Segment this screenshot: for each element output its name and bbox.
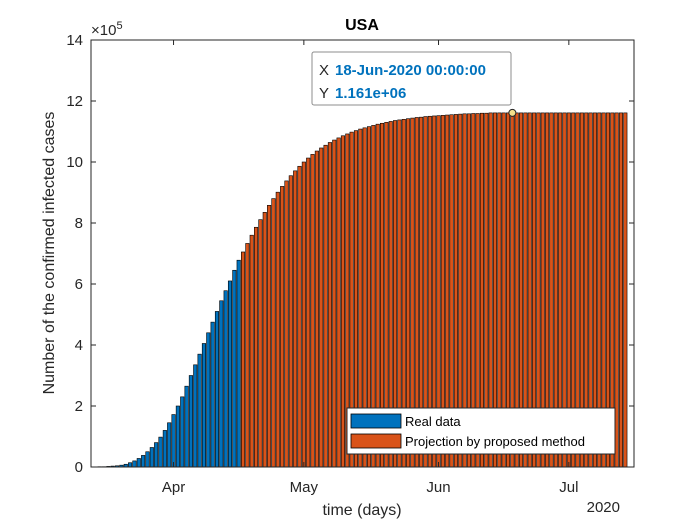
y-exponent-label: ×105 <box>91 20 123 39</box>
real-data-bar[interactable] <box>162 430 167 468</box>
real-data-bar[interactable] <box>184 385 189 468</box>
legend-label-real: Real data <box>405 414 461 429</box>
chart-title: USA <box>345 17 379 34</box>
projection-bar[interactable] <box>267 205 272 468</box>
real-data-bar[interactable] <box>154 442 159 468</box>
legend-swatch-real <box>350 413 402 429</box>
real-data-bar[interactable] <box>193 364 198 468</box>
projection-bar[interactable] <box>336 137 341 468</box>
real-data-bar[interactable] <box>128 462 133 468</box>
datatip-marker[interactable] <box>508 108 517 117</box>
projection-bar[interactable] <box>623 112 628 468</box>
x-axis: Apr May Jun Jul <box>162 40 578 496</box>
datatip-x-key: X <box>319 62 329 79</box>
y-tick-label: 4 <box>75 337 83 354</box>
projection-bar[interactable] <box>297 165 302 468</box>
x-year-label: 2020 <box>587 499 620 516</box>
projection-bar[interactable] <box>262 212 267 468</box>
real-data-bar[interactable] <box>188 375 193 468</box>
projection-bar[interactable] <box>275 191 280 468</box>
y-tick-label: 10 <box>66 154 83 171</box>
real-data-bar[interactable] <box>232 269 237 468</box>
real-data-bar[interactable] <box>141 455 146 468</box>
real-data-bar[interactable] <box>197 353 202 468</box>
projection-bar[interactable] <box>310 154 315 468</box>
real-data-bar[interactable] <box>206 332 211 468</box>
real-data-bar[interactable] <box>132 460 137 468</box>
real-data-bar[interactable] <box>214 311 220 468</box>
projection-bar[interactable] <box>323 144 328 468</box>
x-tick-label: Jun <box>426 479 450 496</box>
real-data-bar[interactable] <box>236 259 241 468</box>
projection-bar[interactable] <box>327 142 332 468</box>
datatip-y-value: 1.161e+06 <box>335 85 406 102</box>
projection-bar[interactable] <box>258 219 263 468</box>
projection-bar[interactable] <box>306 157 311 468</box>
datatip[interactable]: X 18-Jun-2020 00:00:00 Y 1.161e+06 <box>311 51 517 117</box>
x-tick-label: May <box>290 479 319 496</box>
projection-bar[interactable] <box>249 234 254 468</box>
x-tick-label: Jul <box>559 479 578 496</box>
y-tick-label: 6 <box>75 276 83 293</box>
legend[interactable]: Real data Projection by proposed method <box>346 407 616 455</box>
projection-bar[interactable] <box>319 147 324 468</box>
projection-bar[interactable] <box>254 226 259 468</box>
y-tick-label: 2 <box>75 398 83 415</box>
real-data-bar[interactable] <box>180 396 185 468</box>
bars-layer <box>97 112 628 468</box>
y-axis-label: Number of the confirmed infected cases <box>41 112 58 395</box>
projection-bar[interactable] <box>314 150 319 468</box>
projection-bar[interactable] <box>245 243 250 468</box>
y-exponent-base: ×10 <box>91 22 116 39</box>
x-tick-label: Apr <box>162 479 185 496</box>
x-axis-label: time (days) <box>322 502 401 519</box>
y-tick-label: 8 <box>75 215 83 232</box>
y-exponent-power: 5 <box>116 20 122 32</box>
real-data-bar[interactable] <box>227 280 233 468</box>
plot-area-frame <box>90 39 635 468</box>
projection-bar[interactable] <box>284 180 289 468</box>
datatip-y-key: Y <box>319 85 329 102</box>
projection-bar[interactable] <box>340 135 345 468</box>
datatip-x-value: 18-Jun-2020 00:00:00 <box>335 62 486 79</box>
real-data-bar[interactable] <box>175 405 180 468</box>
real-data-bar[interactable] <box>210 321 215 468</box>
datatip-box <box>311 51 512 106</box>
legend-label-projection: Projection by proposed method <box>405 434 585 449</box>
real-data-bar[interactable] <box>158 436 163 468</box>
real-data-bar[interactable] <box>201 343 206 468</box>
real-data-bar[interactable] <box>223 290 228 468</box>
y-tick-label: 14 <box>66 32 83 49</box>
legend-swatch-projection <box>350 433 402 449</box>
real-data-bar[interactable] <box>149 447 154 468</box>
projection-bar[interactable] <box>271 198 276 468</box>
projection-bar[interactable] <box>241 251 246 468</box>
projection-bar[interactable] <box>288 175 293 468</box>
real-data-bar[interactable] <box>167 422 172 468</box>
projection-bar[interactable] <box>332 139 337 468</box>
projection-bar[interactable] <box>280 186 285 468</box>
y-tick-label: 12 <box>66 93 83 110</box>
y-axis: 0 2 4 6 8 10 12 14 <box>66 32 634 476</box>
projection-bar[interactable] <box>293 170 298 468</box>
projection-bar[interactable] <box>618 112 624 468</box>
real-data-bar[interactable] <box>145 451 150 468</box>
real-data-bar[interactable] <box>171 414 176 468</box>
y-tick-label: 0 <box>75 459 83 476</box>
real-data-bar[interactable] <box>136 458 141 468</box>
projection-bar[interactable] <box>301 161 306 468</box>
real-data-bar[interactable] <box>219 300 224 468</box>
